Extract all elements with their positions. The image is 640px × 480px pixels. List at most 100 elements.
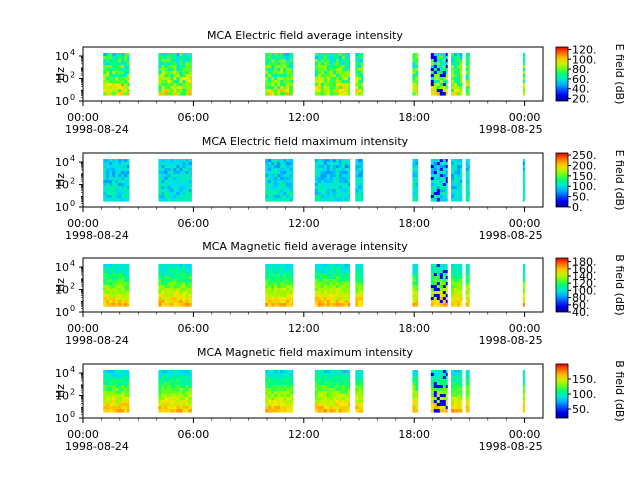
spectrogram-cell <box>265 264 269 268</box>
spectrogram-cell <box>274 391 278 395</box>
spectrogram-cell <box>361 165 363 169</box>
spectrogram-cell <box>347 391 351 395</box>
spectrogram-cell <box>109 288 113 292</box>
spectrogram-cell <box>415 391 419 395</box>
spectrogram-cell <box>188 74 192 78</box>
spectrogram-cell <box>460 273 463 277</box>
spectrogram-cell <box>127 186 130 190</box>
spectrogram-cell <box>347 382 351 386</box>
spectrogram-cell <box>265 379 269 383</box>
spectrogram-cell <box>265 71 269 75</box>
spectrogram-cell <box>436 165 441 169</box>
spectrogram-cell <box>106 403 110 407</box>
spectrogram-cell <box>451 65 455 69</box>
spectrogram-cell <box>361 198 363 202</box>
spectrogram-cell <box>465 394 469 398</box>
spectrogram-cell <box>460 53 463 57</box>
y-tick-label: 10 <box>55 179 69 192</box>
spectrogram-cell <box>185 282 189 286</box>
spectrogram-cell <box>465 285 469 289</box>
spectrogram-cell <box>106 68 110 72</box>
spectrogram-cell <box>436 62 441 66</box>
spectrogram-cell <box>265 282 269 286</box>
spectrogram-cell <box>460 168 463 172</box>
spectrogram-cell <box>179 168 183 172</box>
spectrogram-cell <box>271 83 275 87</box>
spectrogram-cell <box>355 183 359 187</box>
spectrogram-cell <box>118 279 122 283</box>
spectrogram-cell <box>522 53 525 57</box>
spectrogram-cell <box>433 394 438 398</box>
spectrogram-cell <box>127 282 130 286</box>
spectrogram-cell <box>112 53 116 57</box>
spectrogram-cell <box>182 288 186 292</box>
spectrogram-cell <box>468 403 470 407</box>
spectrogram-cell <box>436 397 441 401</box>
spectrogram-cell <box>465 162 469 166</box>
spectrogram-cell <box>314 400 319 404</box>
spectrogram-cell <box>430 300 435 304</box>
spectrogram-cell <box>277 400 281 404</box>
spectrogram-cell <box>283 92 287 96</box>
spectrogram-cell <box>164 53 168 57</box>
spectrogram-cell <box>326 177 331 181</box>
spectrogram-cell <box>451 159 455 163</box>
spectrogram-cell <box>280 382 284 386</box>
spectrogram-cell <box>280 297 284 301</box>
spectrogram-cell <box>335 165 340 169</box>
spectrogram-cell <box>358 406 362 410</box>
spectrogram-cell <box>335 77 340 81</box>
spectrogram-cell <box>170 89 174 93</box>
spectrogram-cell <box>265 294 269 298</box>
spectrogram-cell <box>277 198 281 202</box>
spectrogram-cell <box>106 189 110 193</box>
spectrogram-cell <box>412 86 416 90</box>
x-tick-label: 00:00 <box>67 428 99 441</box>
spectrogram-cell <box>103 77 107 81</box>
spectrogram-cell <box>121 89 125 93</box>
spectrogram-cell <box>280 165 284 169</box>
spectrogram-cell <box>344 59 349 63</box>
spectrogram-cell <box>329 77 334 81</box>
spectrogram-cell <box>268 168 272 172</box>
spectrogram-cell <box>170 180 174 184</box>
spectrogram-cell <box>442 285 447 289</box>
spectrogram-cell <box>115 168 119 172</box>
spectrogram-cell <box>277 403 281 407</box>
spectrogram-cell <box>442 83 447 87</box>
spectrogram-cell <box>286 168 290 172</box>
spectrogram-cell <box>465 89 469 93</box>
spectrogram-cell <box>265 291 269 295</box>
spectrogram-cell <box>415 183 419 187</box>
spectrogram-cell <box>274 71 278 75</box>
spectrogram-cell <box>109 77 113 81</box>
spectrogram-cell <box>161 180 165 184</box>
spectrogram-cell <box>332 80 337 84</box>
spectrogram-cell <box>320 273 325 277</box>
spectrogram-cell <box>436 180 441 184</box>
spectrogram-cell <box>338 273 343 277</box>
spectrogram-cell <box>332 159 337 163</box>
spectrogram-cell <box>121 74 125 78</box>
spectrogram-cell <box>185 267 189 271</box>
spectrogram-cell <box>158 273 162 277</box>
spectrogram-cell <box>109 297 113 301</box>
spectrogram-cell <box>115 279 119 283</box>
spectrogram-cell <box>127 373 130 377</box>
spectrogram-cell <box>451 168 455 172</box>
spectrogram-cell <box>454 409 458 413</box>
spectrogram-cell <box>317 291 322 295</box>
spectrogram-cell <box>268 279 272 283</box>
spectrogram-cell <box>460 385 463 389</box>
spectrogram-cell <box>522 373 525 377</box>
spectrogram-cell <box>268 59 272 63</box>
spectrogram-cell <box>460 291 463 295</box>
spectrogram-cell <box>268 282 272 286</box>
data-interval-3 <box>265 370 294 413</box>
spectrogram-cell <box>292 388 294 392</box>
spectrogram-cell <box>445 186 448 190</box>
spectrogram-cell <box>265 74 269 78</box>
spectrogram-cell <box>358 264 362 268</box>
spectrogram-cell <box>323 89 328 93</box>
spectrogram-cell <box>468 198 470 202</box>
